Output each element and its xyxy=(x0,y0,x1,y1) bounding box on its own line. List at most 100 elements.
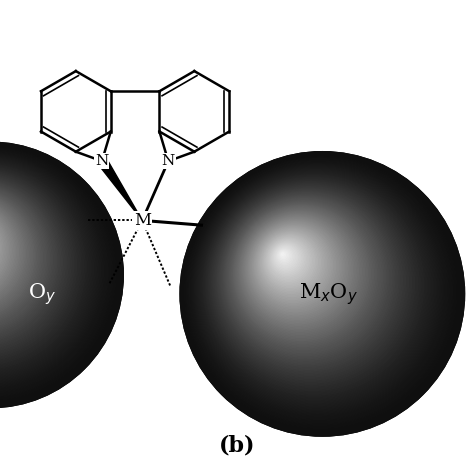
Circle shape xyxy=(263,235,318,289)
Circle shape xyxy=(232,204,372,344)
Circle shape xyxy=(0,159,93,378)
Circle shape xyxy=(0,201,20,304)
Circle shape xyxy=(0,171,72,356)
Circle shape xyxy=(203,175,424,395)
Circle shape xyxy=(180,152,465,436)
Circle shape xyxy=(0,192,34,319)
Circle shape xyxy=(0,180,57,341)
Text: O$_y$: O$_y$ xyxy=(28,281,56,307)
Text: M$_x$O$_y$: M$_x$O$_y$ xyxy=(299,281,357,307)
Circle shape xyxy=(0,150,109,393)
Circle shape xyxy=(208,180,414,386)
Circle shape xyxy=(0,185,47,331)
Circle shape xyxy=(0,148,112,396)
Circle shape xyxy=(223,194,389,360)
Circle shape xyxy=(272,243,302,274)
Circle shape xyxy=(0,209,4,289)
Circle shape xyxy=(276,248,293,264)
Circle shape xyxy=(0,175,65,350)
Circle shape xyxy=(216,188,401,373)
Circle shape xyxy=(276,247,295,266)
Text: M: M xyxy=(134,212,151,229)
Text: (b): (b) xyxy=(219,435,255,456)
Circle shape xyxy=(225,197,384,356)
Circle shape xyxy=(0,168,76,361)
Circle shape xyxy=(0,170,73,358)
Circle shape xyxy=(230,202,375,346)
Text: N: N xyxy=(162,154,175,168)
Circle shape xyxy=(275,246,296,268)
Circle shape xyxy=(0,207,9,293)
Circle shape xyxy=(0,146,116,401)
Circle shape xyxy=(0,149,110,395)
Circle shape xyxy=(0,194,31,316)
Circle shape xyxy=(0,144,120,405)
Circle shape xyxy=(251,222,338,310)
Circle shape xyxy=(264,236,314,286)
Circle shape xyxy=(221,192,392,363)
Circle shape xyxy=(196,168,436,407)
Circle shape xyxy=(190,161,448,419)
Circle shape xyxy=(0,208,6,290)
Circle shape xyxy=(243,215,352,324)
Circle shape xyxy=(0,166,81,365)
Circle shape xyxy=(208,179,416,388)
Circle shape xyxy=(186,158,454,426)
Circle shape xyxy=(0,148,113,398)
Circle shape xyxy=(234,205,369,340)
Circle shape xyxy=(240,211,358,330)
Circle shape xyxy=(248,220,343,315)
Circle shape xyxy=(0,156,98,382)
Circle shape xyxy=(0,196,28,313)
Circle shape xyxy=(0,164,83,368)
Circle shape xyxy=(282,253,284,255)
Circle shape xyxy=(193,164,442,413)
Circle shape xyxy=(254,225,334,306)
Circle shape xyxy=(257,228,328,300)
Circle shape xyxy=(241,212,357,328)
Circle shape xyxy=(0,178,60,344)
Circle shape xyxy=(233,205,371,342)
Circle shape xyxy=(236,207,366,337)
Circle shape xyxy=(258,229,327,298)
Circle shape xyxy=(247,219,345,316)
Circle shape xyxy=(0,155,100,385)
Circle shape xyxy=(0,188,41,326)
Circle shape xyxy=(0,176,64,348)
Circle shape xyxy=(220,192,393,365)
Circle shape xyxy=(266,238,311,283)
Circle shape xyxy=(207,178,418,389)
Circle shape xyxy=(273,245,299,271)
Circle shape xyxy=(0,200,21,306)
Circle shape xyxy=(0,161,91,375)
Circle shape xyxy=(242,214,354,325)
Circle shape xyxy=(217,188,399,371)
Circle shape xyxy=(265,237,313,284)
Circle shape xyxy=(231,203,374,345)
Circle shape xyxy=(0,195,30,314)
Circle shape xyxy=(0,190,38,323)
Circle shape xyxy=(0,188,43,327)
Circle shape xyxy=(219,190,396,368)
Circle shape xyxy=(0,198,24,309)
Circle shape xyxy=(0,193,33,317)
Circle shape xyxy=(212,184,407,378)
Circle shape xyxy=(0,173,68,353)
Circle shape xyxy=(0,210,3,287)
Circle shape xyxy=(255,227,331,302)
Circle shape xyxy=(201,173,427,398)
Circle shape xyxy=(0,202,17,301)
Circle shape xyxy=(246,218,346,318)
Circle shape xyxy=(0,157,96,381)
Circle shape xyxy=(267,239,310,282)
Circle shape xyxy=(0,197,26,310)
Circle shape xyxy=(239,210,360,331)
Circle shape xyxy=(194,165,440,412)
Circle shape xyxy=(261,233,320,292)
Circle shape xyxy=(188,159,451,422)
Circle shape xyxy=(270,241,305,277)
Circle shape xyxy=(0,191,36,320)
Circle shape xyxy=(0,210,1,286)
Circle shape xyxy=(0,168,78,362)
Circle shape xyxy=(0,162,88,372)
